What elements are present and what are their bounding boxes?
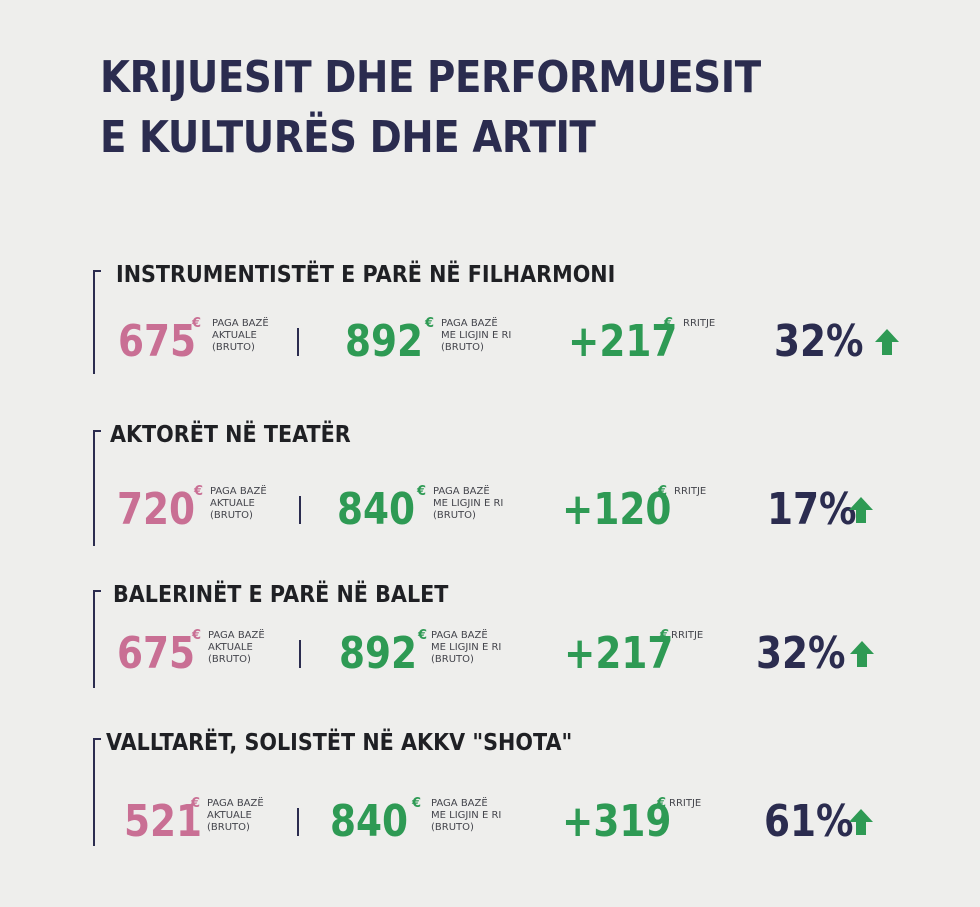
arrow-up-icon	[848, 496, 874, 524]
new-salary-note-line: ME LIGJIN E RI	[441, 330, 512, 341]
page-title-line-1: KRIJUESIT DHE PERFORMUESIT	[100, 52, 761, 103]
increase-value: +217	[568, 316, 678, 367]
current-salary-note-line: PAGA BAZË	[212, 318, 269, 329]
new-salary-note-line: (BRUTO)	[433, 510, 476, 521]
value-separator	[299, 640, 301, 668]
increase-value: +217	[564, 628, 674, 679]
increase-note: RRITJE	[669, 798, 702, 809]
percent-value: 32%	[756, 628, 846, 679]
new-salary-note-line: (BRUTO)	[431, 822, 474, 833]
current-salary-currency: €	[191, 796, 201, 811]
current-salary-currency: €	[192, 628, 202, 643]
increase-currency: €	[660, 628, 670, 643]
section-bracket	[93, 590, 101, 688]
increase-currency: €	[664, 316, 674, 331]
new-salary-note-line: PAGA BAZË	[431, 798, 488, 809]
percent-value: 17%	[767, 484, 857, 535]
current-salary-note-line: (BRUTO)	[207, 822, 250, 833]
salary-section: BALERINËT E PARË NË BALET 675 € PAGA BAZË AK…	[0, 582, 980, 690]
new-salary-currency: €	[425, 316, 435, 331]
percent-value: 61%	[764, 796, 854, 847]
value-separator	[297, 808, 299, 836]
current-salary-note-line: (BRUTO)	[208, 654, 251, 665]
new-salary-currency: €	[412, 796, 422, 811]
increase-value: +319	[562, 796, 672, 847]
new-salary-note-line: ME LIGJIN E RI	[431, 810, 502, 821]
value-separator	[297, 328, 299, 356]
new-salary-note-line: (BRUTO)	[431, 654, 474, 665]
section-title: VALLTARËT, SOLISTËT NË AKKV "SHOTA"	[106, 730, 573, 756]
page-title: KRIJUESIT DHE PERFORMUESIT E KULTURËS DH…	[100, 48, 761, 168]
current-salary-value: 675	[118, 316, 197, 367]
section-bracket	[93, 270, 101, 374]
salary-section: AKTORËT NË TEATËR 720 € PAGA BAZË AKTUALE (BR…	[0, 422, 980, 548]
current-salary-value: 675	[117, 628, 196, 679]
new-salary-note-line: ME LIGJIN E RI	[431, 642, 502, 653]
new-salary-note-line: (BRUTO)	[441, 342, 484, 353]
section-title: BALERINËT E PARË NË BALET	[113, 582, 449, 608]
current-salary-value: 521	[124, 796, 203, 847]
current-salary-note-line: AKTUALE	[208, 642, 253, 653]
current-salary-note-line: (BRUTO)	[212, 342, 255, 353]
new-salary-currency: €	[417, 484, 427, 499]
page-title-line-2: E KULTURËS DHE ARTIT	[100, 112, 596, 163]
current-salary-note-line: PAGA BAZË	[207, 798, 264, 809]
new-salary-value: 840	[337, 484, 416, 535]
new-salary-note: PAGA BAZË ME LIGJIN E RI (BRUTO)	[431, 798, 501, 834]
increase-note: RRITJE	[671, 630, 704, 641]
increase-currency: €	[658, 484, 668, 499]
new-salary-note: PAGA BAZË ME LIGJIN E RI (BRUTO)	[441, 318, 511, 354]
current-salary-currency: €	[192, 316, 202, 331]
percent-value: 32%	[774, 316, 864, 367]
new-salary-note-line: PAGA BAZË	[441, 318, 498, 329]
section-bracket	[93, 430, 101, 546]
arrow-up-icon	[849, 640, 875, 668]
new-salary-value: 892	[345, 316, 424, 367]
new-salary-note-line: PAGA BAZË	[431, 630, 488, 641]
arrow-up-icon	[848, 808, 874, 836]
new-salary-currency: €	[418, 628, 428, 643]
section-title: INSTRUMENTISTËT E PARË NË FILHARMONI	[116, 262, 616, 288]
current-salary-note-line: AKTUALE	[210, 498, 255, 509]
current-salary-note-line: AKTUALE	[212, 330, 257, 341]
increase-currency: €	[657, 796, 667, 811]
section-title: AKTORËT NË TEATËR	[110, 422, 351, 448]
new-salary-value: 892	[339, 628, 418, 679]
current-salary-note: PAGA BAZË AKTUALE (BRUTO)	[208, 630, 265, 666]
section-bracket	[93, 738, 101, 846]
value-separator	[299, 496, 301, 524]
current-salary-note-line: (BRUTO)	[210, 510, 253, 521]
increase-value: +120	[562, 484, 672, 535]
arrow-up-icon	[874, 328, 900, 356]
current-salary-note: PAGA BAZË AKTUALE (BRUTO)	[212, 318, 269, 354]
current-salary-value: 720	[117, 484, 196, 535]
current-salary-note-line: AKTUALE	[207, 810, 252, 821]
new-salary-note: PAGA BAZË ME LIGJIN E RI (BRUTO)	[433, 486, 503, 522]
current-salary-note-line: PAGA BAZË	[208, 630, 265, 641]
new-salary-value: 840	[330, 796, 409, 847]
increase-note: RRITJE	[674, 486, 707, 497]
new-salary-note-line: ME LIGJIN E RI	[433, 498, 504, 509]
salary-section: INSTRUMENTISTËT E PARË NË FILHARMONI 675 €…	[0, 262, 980, 376]
current-salary-note: PAGA BAZË AKTUALE (BRUTO)	[210, 486, 267, 522]
current-salary-note: PAGA BAZË AKTUALE (BRUTO)	[207, 798, 264, 834]
increase-note: RRITJE	[683, 318, 716, 329]
new-salary-note-line: PAGA BAZË	[433, 486, 490, 497]
current-salary-note-line: PAGA BAZË	[210, 486, 267, 497]
salary-section: VALLTARËT, SOLISTËT NË AKKV "SHOTA" 521 € P…	[0, 730, 980, 848]
current-salary-currency: €	[194, 484, 204, 499]
new-salary-note: PAGA BAZË ME LIGJIN E RI (BRUTO)	[431, 630, 501, 666]
